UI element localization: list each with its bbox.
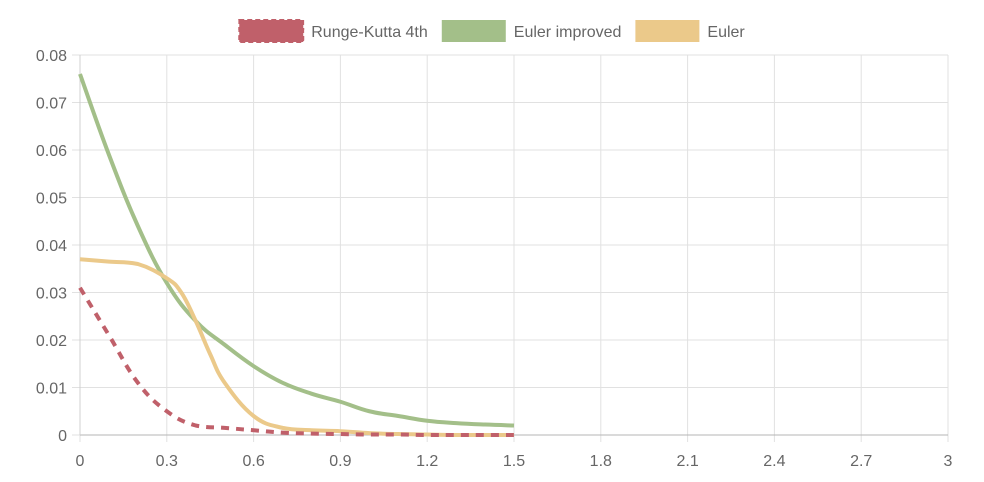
y-tick-label: 0.02 bbox=[36, 333, 67, 350]
x-tick-label: 0.9 bbox=[329, 453, 351, 470]
legend[interactable]: Runge-Kutta 4th Euler improved Euler bbox=[236, 17, 745, 45]
x-tick-label: 2.1 bbox=[676, 453, 698, 470]
x-tick-label: 2.7 bbox=[850, 453, 872, 470]
series-line-runge-kutta-4th bbox=[78, 286, 514, 437]
y-tick-label: 0.05 bbox=[36, 191, 67, 208]
x-tick-label: 1.8 bbox=[590, 453, 612, 470]
legend-label: Euler improved bbox=[514, 24, 622, 41]
legend-label: Runge-Kutta 4th bbox=[311, 24, 428, 41]
x-tick-label: 0.3 bbox=[156, 453, 178, 470]
legend-item-euler[interactable]: Euler bbox=[635, 20, 745, 42]
grid bbox=[72, 54, 949, 442]
y-tick-label: 0.04 bbox=[36, 238, 67, 255]
series-line-euler bbox=[79, 257, 514, 437]
legend-item-euler-improved[interactable]: Euler improved bbox=[441, 20, 622, 42]
y-tick-label: 0.01 bbox=[36, 381, 67, 398]
y-tick-label: 0.06 bbox=[36, 143, 67, 160]
x-tick-label: 0.6 bbox=[242, 453, 264, 470]
y-tick-label: 0.08 bbox=[36, 48, 67, 65]
legend-swatch bbox=[238, 19, 305, 43]
legend-swatch-dash bbox=[236, 17, 307, 45]
y-tick-label: 0.03 bbox=[36, 286, 67, 303]
y-tick-label: 0.07 bbox=[36, 96, 67, 113]
series-lines bbox=[78, 73, 515, 437]
x-tick-label: 3 bbox=[944, 453, 953, 470]
x-tick-label: 1.5 bbox=[503, 453, 525, 470]
legend-item-runge-kutta-4th[interactable]: Runge-Kutta 4th bbox=[236, 17, 428, 45]
x-tick-label: 1.2 bbox=[416, 453, 438, 470]
y-tick-label: 0 bbox=[58, 428, 67, 445]
legend-swatch bbox=[635, 20, 700, 42]
x-tick-label: 2.4 bbox=[763, 453, 785, 470]
axes: 0 0.3 0.6 0.9 1.2 1.5 1.8 2.1 2.4 2.7 3 0 0.01 0.02 0.… bbox=[36, 48, 953, 470]
legend-label: Euler bbox=[707, 24, 745, 41]
legend-swatch bbox=[441, 20, 506, 42]
series-line-euler-improved bbox=[78, 73, 515, 428]
x-tick-label: 0 bbox=[76, 453, 85, 470]
